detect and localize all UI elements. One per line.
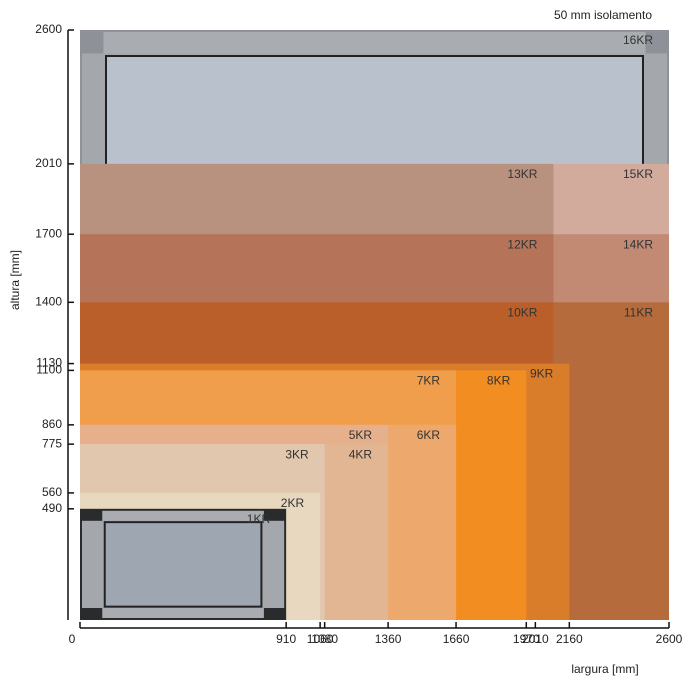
box-label: 15KR [623,167,653,181]
box-label: 6KR [417,428,441,442]
box-label: 14KR [623,237,653,251]
x-axis-label: largura [mm] [571,662,638,676]
box-label: 4KR [349,447,373,461]
panel-inner [105,522,262,607]
y-tick-label: 2010 [35,156,62,170]
box-label: 9KR [530,367,554,381]
y-tick-label: 1130 [36,356,62,370]
box-label: 10KR [507,305,537,319]
box-label: 7KR [417,374,441,388]
box-label: 12KR [507,237,537,251]
box-label: 3KR [285,447,309,461]
box-label: 8KR [487,374,511,388]
y-tick-label: 860 [42,417,62,431]
y-axis-label: altura [mm] [8,250,22,310]
x-tick-label: 910 [276,632,296,646]
box-label: 11KR [624,305,653,319]
x-tick-label: 1360 [375,632,402,646]
box-label: 2KR [281,496,305,510]
y-tick-label: 1400 [35,294,62,308]
x-tick-label: 2600 [656,632,682,646]
box-label: 16KR [623,33,653,47]
x-tick-label: 1080 [311,632,338,646]
chart: 50 mm isolamento largura [mm] altura [mm… [0,0,682,681]
y-tick-label: 560 [42,485,62,499]
y-tick-label: 775 [42,436,62,450]
box-label: 13KR [507,167,537,181]
y-tick-label: 2600 [35,22,62,36]
y-tick-label: 490 [42,501,62,515]
x-tick-label: 1660 [443,632,470,646]
box-label: 5KR [349,428,373,442]
box-label: 1KR [247,512,271,526]
x-tick-label: 2010 [522,632,549,646]
x-tick-label: 0 [69,632,76,646]
chart-title: 50 mm isolamento [554,8,652,22]
y-tick-label: 1700 [35,226,62,240]
x-tick-label: 2160 [556,632,583,646]
